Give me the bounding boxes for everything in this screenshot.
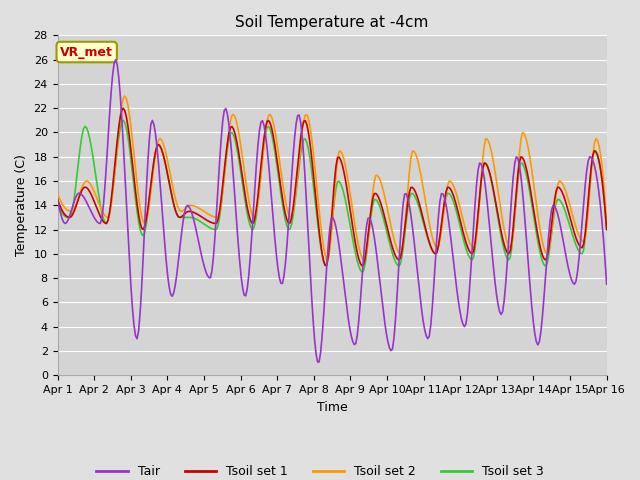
Title: Soil Temperature at -4cm: Soil Temperature at -4cm bbox=[236, 15, 429, 30]
Text: VR_met: VR_met bbox=[60, 46, 113, 59]
Legend: Tair, Tsoil set 1, Tsoil set 2, Tsoil set 3: Tair, Tsoil set 1, Tsoil set 2, Tsoil se… bbox=[92, 460, 548, 480]
X-axis label: Time: Time bbox=[317, 400, 348, 414]
Y-axis label: Temperature (C): Temperature (C) bbox=[15, 155, 28, 256]
